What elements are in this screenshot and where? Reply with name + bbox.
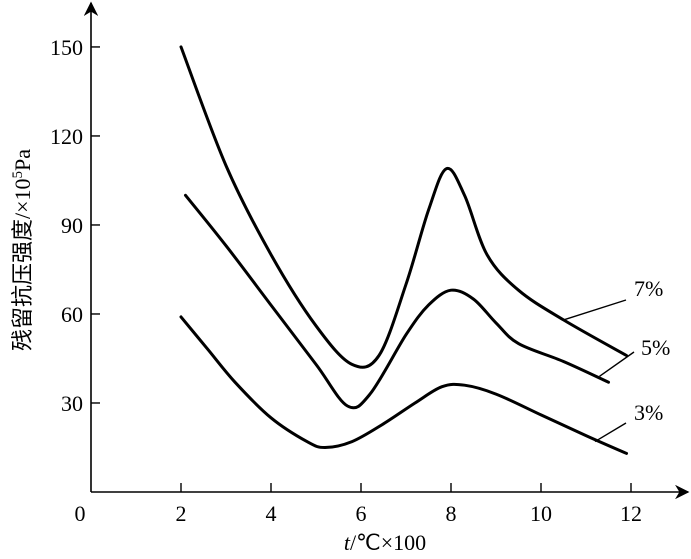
y-ticks: 30 60 90 120 150 (50, 35, 100, 416)
y-tick-label: 150 (50, 35, 83, 60)
series-line (179, 45, 628, 369)
y-tick-label: 120 (50, 124, 83, 149)
y-axis-exponent: 5 (10, 171, 26, 179)
x-ticks: 2 4 6 8 10 12 (176, 483, 642, 526)
y-tick-label: 30 (61, 391, 83, 416)
series-group (179, 45, 628, 455)
series-leader-line (594, 422, 627, 443)
x-origin-label: 0 (75, 501, 86, 526)
x-tick-label: 2 (176, 501, 187, 526)
series-label: 5% (641, 335, 670, 360)
series-line (179, 315, 628, 455)
x-tick-label: 6 (356, 501, 367, 526)
series-leader-line (599, 351, 635, 377)
y-tick-label: 60 (61, 302, 83, 327)
x-axis-unit: /℃×100 (350, 530, 426, 555)
x-tick-label: 8 (446, 501, 457, 526)
series-line (184, 193, 610, 410)
x-axis-variable: t (344, 530, 351, 555)
x-axis-title: t/℃×100 (344, 530, 426, 555)
series-labels: 7% 5% 3% (563, 276, 670, 443)
series-leader-line (563, 299, 627, 321)
y-axis-title: 残留抗压强度/×105Pa (10, 149, 35, 351)
x-tick-label: 12 (620, 501, 642, 526)
y-axis-unit: Pa (10, 149, 35, 171)
y-tick-label: 90 (61, 213, 83, 238)
x-tick-label: 4 (266, 501, 277, 526)
y-axis-label: 残留抗压强度/×10 (10, 178, 35, 351)
series-label: 3% (634, 400, 663, 425)
series-label: 7% (634, 276, 663, 301)
x-tick-label: 10 (530, 501, 552, 526)
